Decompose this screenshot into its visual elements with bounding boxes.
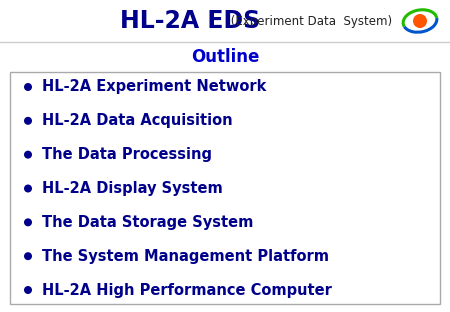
Circle shape (413, 14, 427, 28)
Text: HL-2A Experiment Network: HL-2A Experiment Network (42, 80, 266, 95)
Circle shape (24, 286, 32, 294)
Text: The Data Processing: The Data Processing (42, 147, 212, 162)
Circle shape (24, 151, 32, 159)
FancyBboxPatch shape (10, 72, 440, 304)
Circle shape (24, 83, 32, 91)
Circle shape (24, 252, 32, 260)
FancyBboxPatch shape (0, 0, 450, 42)
Text: HL-2A EDS: HL-2A EDS (120, 9, 260, 33)
Text: Outline: Outline (191, 48, 259, 66)
Text: The Data Storage System: The Data Storage System (42, 215, 253, 230)
Text: HL-2A High Performance Computer: HL-2A High Performance Computer (42, 282, 332, 298)
Circle shape (24, 218, 32, 226)
Text: (Experiment Data  System): (Experiment Data System) (227, 14, 392, 27)
Text: HL-2A Display System: HL-2A Display System (42, 181, 223, 196)
Text: The System Management Platform: The System Management Platform (42, 249, 329, 264)
Circle shape (24, 117, 32, 125)
Circle shape (24, 184, 32, 193)
Text: HL-2A Data Acquisition: HL-2A Data Acquisition (42, 113, 233, 128)
